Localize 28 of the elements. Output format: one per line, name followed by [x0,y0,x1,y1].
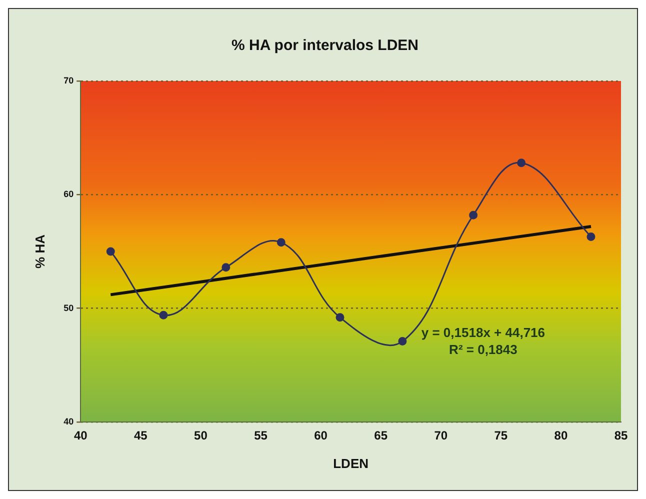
x-tick-label: 60 [314,428,328,443]
x-tick-label: 75 [494,428,508,443]
point [398,337,407,346]
x-tick-label: 50 [194,428,208,443]
y-tick-label: 60 [64,189,74,200]
x-tick-label: 80 [554,428,568,443]
point [469,210,478,220]
point [517,158,526,168]
x-tick-label: 65 [374,428,388,443]
x-tick-label: 70 [434,428,448,443]
x-tick-label: 55 [254,428,268,443]
point [106,247,115,256]
y-tick-label: 40 [64,416,74,426]
point [586,232,596,241]
x-tick-label: 40 [74,428,88,443]
y-tick-label: 50 [64,302,74,313]
annotation: R² = 0,1843 [449,342,518,357]
x-tick-label: 85 [614,428,628,443]
point [276,238,286,247]
point [159,310,168,320]
chart-title: % HA por intervalos LDEN [232,37,418,54]
point [222,263,230,272]
y-axis-title: % HA [32,234,48,268]
point [336,313,344,322]
x-tick-label: 45 [134,428,148,443]
annotation: y = 0,1518x + 44,716 [421,324,546,340]
y-tick-label: 70 [64,75,74,86]
x-axis-title: LDEN [333,456,368,471]
